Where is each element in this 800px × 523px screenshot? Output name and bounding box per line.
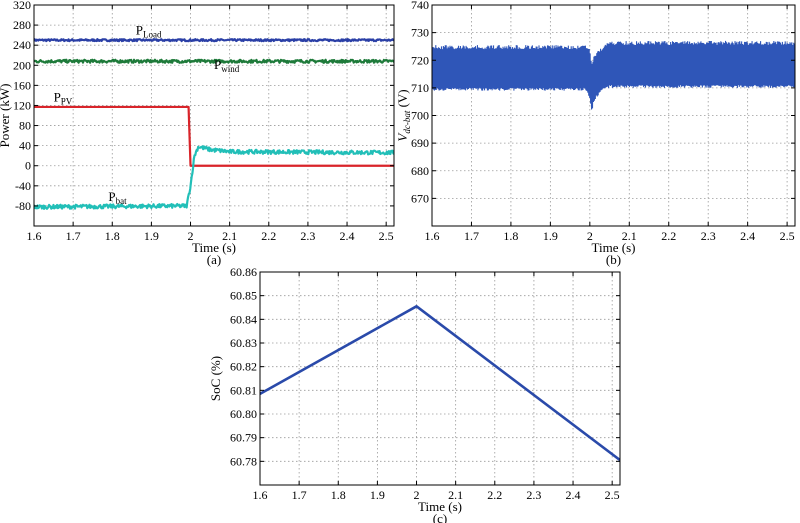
y-tick-label: 60.81 xyxy=(230,383,257,397)
x-tick-label: 1.7 xyxy=(464,229,479,243)
x-tick-label: 1.6 xyxy=(425,229,440,243)
plot-area xyxy=(260,272,620,485)
x-tick-label: 1.8 xyxy=(503,229,518,243)
x-tick-label: 2.1 xyxy=(222,229,237,243)
x-tick-label: 1.9 xyxy=(543,229,558,243)
x-tick-label: 2.3 xyxy=(701,229,716,243)
y-tick-label: 60.78 xyxy=(230,454,257,468)
x-tick-label: 2.3 xyxy=(300,229,315,243)
x-tick-label: 1.6 xyxy=(27,229,42,243)
x-tick-label: 2.5 xyxy=(605,488,620,502)
y-tick-label: 40 xyxy=(19,139,31,153)
x-tick-label: 2.1 xyxy=(448,488,463,502)
y-axis-label: Vdc-bat (V) xyxy=(395,89,412,141)
x-tick-label: 2 xyxy=(587,229,593,243)
y-tick-label: 240 xyxy=(13,38,31,52)
y-tick-label: 0 xyxy=(25,159,31,173)
plot-frame xyxy=(259,271,621,486)
y-tick-label: 60.84 xyxy=(230,312,257,326)
panel-caption: (b) xyxy=(606,252,621,267)
plot-series xyxy=(260,305,620,462)
y-tick-label: 680 xyxy=(411,164,429,178)
series-line-p-wind xyxy=(34,58,394,64)
y-tick-label: 730 xyxy=(411,26,429,40)
y-tick-label: 60.82 xyxy=(230,360,257,374)
y-tick-label: 690 xyxy=(411,136,429,150)
x-tick-label: 2.2 xyxy=(487,488,502,502)
series-line-vdc-bat xyxy=(432,40,795,110)
x-tick-label: 2.5 xyxy=(780,229,795,243)
y-tick-label: 160 xyxy=(13,78,31,92)
plot-series xyxy=(34,38,394,210)
chart-soc: 1.6 1.7 1.8 1.9 2 2.1 2.2 2.3 2.4 2.5 60.78 60.79 60… xyxy=(208,265,621,523)
x-tick-label: 1.8 xyxy=(331,488,346,502)
series-line-p-bat xyxy=(34,145,394,210)
x-tick-label: 2.4 xyxy=(740,229,755,243)
x-axis-label: Time (s) xyxy=(192,240,236,255)
x-axis-label: Time (s) xyxy=(592,240,636,255)
plot-frame xyxy=(33,4,395,227)
x-tick-label: 1.8 xyxy=(105,229,120,243)
x-tick-label: 2.4 xyxy=(566,488,581,502)
x-tick-label: 2 xyxy=(414,488,420,502)
series-line-p-load xyxy=(34,38,394,43)
x-tick-label: 2.3 xyxy=(526,488,541,502)
x-tick-label: 1.9 xyxy=(144,229,159,243)
y-tick-label: -80 xyxy=(15,199,31,213)
x-tick-label: 2.4 xyxy=(340,229,355,243)
plot-series xyxy=(432,40,795,110)
y-tick-label: -40 xyxy=(15,179,31,193)
x-tick-label: 1.7 xyxy=(66,229,81,243)
y-tick-label: 60.80 xyxy=(230,407,257,421)
x-tick-label: 2.1 xyxy=(622,229,637,243)
y-tick-label: 720 xyxy=(411,53,429,67)
y-axis-label: SoC (%) xyxy=(208,356,223,401)
panel-caption: (c) xyxy=(433,511,447,523)
x-tick-label: 1.9 xyxy=(370,488,385,502)
y-tick-label: 320 xyxy=(13,0,31,12)
y-tick-label: 280 xyxy=(13,18,31,32)
series-line-soc xyxy=(260,305,620,462)
y-tick-label: 710 xyxy=(411,81,429,95)
y-tick-label: 670 xyxy=(411,191,429,205)
x-tick-label: 1.6 xyxy=(253,488,268,502)
x-tick-label: 2.5 xyxy=(379,229,394,243)
y-axis-label: Power (kW) xyxy=(0,84,12,148)
x-axis-label: Time (s) xyxy=(418,499,462,514)
x-tick-label: 1.7 xyxy=(292,488,307,502)
plot-area xyxy=(34,5,394,226)
y-tick-label: 60.83 xyxy=(230,336,257,350)
x-tick-label: 2 xyxy=(188,229,194,243)
panel-caption: (a) xyxy=(207,252,221,267)
y-tick-label: 80 xyxy=(19,119,31,133)
series-line-p-pv xyxy=(34,105,394,167)
y-tick-label: 60.85 xyxy=(230,289,257,303)
y-tick-label: 60.79 xyxy=(230,431,257,445)
y-tick-label: 200 xyxy=(13,58,31,72)
y-tick-label: 740 xyxy=(411,0,429,12)
x-tick-label: 2.2 xyxy=(261,229,276,243)
y-tick-label: 120 xyxy=(13,98,31,112)
chart-dc-voltage: 1.6 1.7 1.8 1.9 2 2.1 2.2 2.3 2.4 2.5 670 680 690 700… xyxy=(395,0,796,267)
x-tick-label: 2.2 xyxy=(661,229,676,243)
y-tick-label: 700 xyxy=(411,109,429,123)
y-tick-label: 60.86 xyxy=(230,265,257,279)
